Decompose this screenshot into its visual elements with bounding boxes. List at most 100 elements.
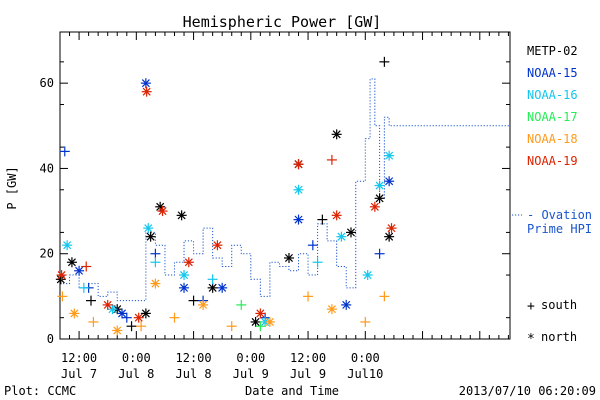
north-data-point (212, 240, 223, 251)
north-data-point (384, 176, 395, 187)
north-data-point (386, 223, 397, 234)
south-data-point (81, 261, 92, 272)
north-data-point (102, 299, 113, 310)
south-data-point (88, 316, 99, 327)
north-marker-symbol: * (527, 332, 535, 347)
south-data-point (57, 291, 68, 302)
marker-legend-north: north (541, 330, 577, 344)
legend-entry-ovation: Prime HPI (527, 222, 592, 236)
x-tick-time-label: 0:00 (122, 351, 151, 365)
marker-legend-south: south (541, 298, 577, 312)
north-data-point (345, 227, 356, 238)
x-tick-time-label: 12:00 (290, 351, 326, 365)
footer-timestamp: 2013/07/10 06:20:09 (459, 384, 596, 398)
south-data-point (188, 295, 199, 306)
series-noaa-18 (57, 278, 390, 336)
x-tick-time-label: 0:00 (236, 351, 265, 365)
north-data-point (283, 252, 294, 263)
series-noaa-15 (59, 78, 395, 323)
north-data-point (255, 308, 266, 319)
north-data-point (207, 282, 218, 293)
south-data-point (78, 282, 89, 293)
south-data-point (126, 321, 137, 332)
south-data-point (86, 295, 97, 306)
north-data-point (362, 270, 373, 281)
north-data-point (141, 86, 152, 97)
north-data-point (74, 265, 85, 276)
south-data-point (207, 274, 218, 285)
series-noaa-16 (62, 150, 395, 327)
north-data-point (264, 316, 275, 327)
y-axis-label: P [GW] (5, 166, 19, 209)
north-data-point (140, 308, 151, 319)
plot-area: 0 20 40 60 12:00 Jul 7 0:00 Jul 8 12:00 Jul 8 0:0… (40, 31, 511, 381)
north-data-point (62, 240, 73, 251)
north-data-point (198, 299, 209, 310)
north-data-point (150, 278, 161, 289)
south-data-point (121, 312, 132, 323)
x-tick-date-label: Jul 7 (61, 367, 97, 381)
north-data-point (176, 210, 187, 221)
x-axis-label: Date and Time (245, 384, 339, 398)
north-data-point (66, 257, 77, 268)
x-tick-date-label: Jul 8 (176, 367, 212, 381)
x-tick-date-label: Jul 9 (290, 367, 326, 381)
north-data-point (341, 299, 352, 310)
legend-entry-noaa-19: NOAA-19 (527, 154, 578, 168)
south-marker-symbol: + (527, 299, 535, 314)
north-data-point (293, 214, 304, 225)
legend-entry-noaa-17: NOAA-17 (527, 110, 578, 124)
north-data-point (326, 304, 337, 315)
legend-entry-noaa-18: NOAA-18 (527, 132, 578, 146)
y-tick-label: 60 (40, 76, 54, 90)
north-data-point (140, 78, 151, 89)
north-data-point (183, 257, 194, 268)
north-data-point (117, 308, 128, 319)
north-data-point (331, 210, 342, 221)
ovation-hpi-line (60, 78, 510, 302)
legend-entry-noaa-16: NOAA-16 (527, 88, 578, 102)
series-noaa-19 (56, 86, 397, 323)
south-data-point (59, 146, 70, 157)
north-data-point (369, 201, 380, 212)
north-data-point (179, 270, 190, 281)
south-data-point (307, 240, 318, 251)
south-data-point (255, 321, 266, 332)
south-data-point (317, 214, 328, 225)
north-data-point (250, 316, 261, 327)
north-data-point (217, 282, 228, 293)
north-data-point (143, 223, 154, 234)
south-data-point (379, 291, 390, 302)
series-noaa-17 (236, 299, 266, 332)
south-data-point (326, 154, 337, 165)
north-data-point (157, 206, 168, 217)
south-data-point (374, 248, 385, 259)
chart-title: Hemispheric Power [GW] (183, 13, 382, 31)
south-data-point (136, 321, 147, 332)
south-data-point (360, 316, 371, 327)
north-data-point (69, 308, 80, 319)
south-data-point (303, 291, 314, 302)
x-axis: 12:00 Jul 7 0:00 Jul 8 12:00 Jul 8 0:00 Jul 9 12… (59, 32, 509, 381)
footer-plot-credit: Plot: CCMC (4, 384, 76, 398)
marker-legend: + south * north (527, 298, 577, 347)
y-axis: 0 20 40 60 (40, 61, 510, 346)
y-tick-label: 0 (47, 332, 54, 346)
x-tick-time-label: 12:00 (176, 351, 212, 365)
north-data-point (374, 180, 385, 191)
north-data-point (293, 159, 304, 170)
north-data-point (293, 184, 304, 195)
south-data-point (150, 257, 161, 268)
south-data-point (236, 299, 247, 310)
satellite-points (55, 56, 397, 336)
legend: METP-02 NOAA-15 NOAA-16 NOAA-17 NOAA-18 NOAA-… (512, 44, 592, 236)
south-data-point (379, 56, 390, 67)
legend-entry-ovation: - Ovation (527, 208, 592, 222)
north-data-point (133, 312, 144, 323)
north-data-point (331, 129, 342, 140)
legend-entry-noaa-15: NOAA-15 (527, 66, 578, 80)
north-data-point (56, 270, 67, 281)
north-data-point (336, 231, 347, 242)
north-data-point (374, 193, 385, 204)
north-data-point (112, 325, 123, 336)
